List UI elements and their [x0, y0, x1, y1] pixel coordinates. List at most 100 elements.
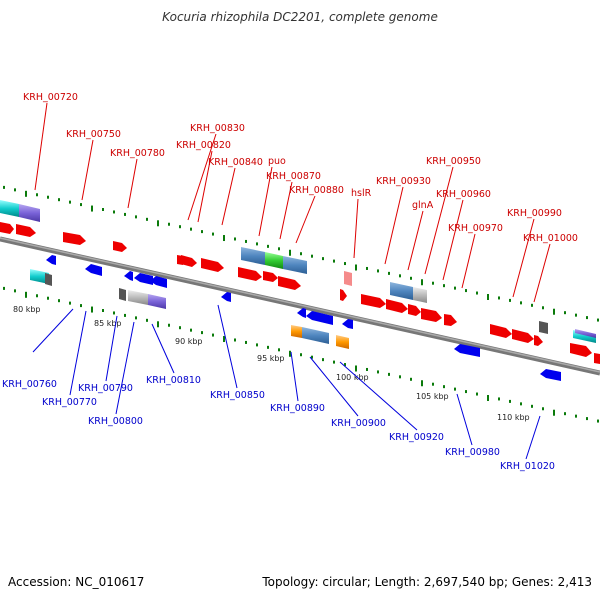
gene-arrow[interactable] — [85, 264, 102, 276]
label-leader-line — [32, 308, 74, 353]
gene-arrow[interactable] — [454, 344, 480, 357]
label-leader-line — [456, 393, 473, 446]
gene-arrow[interactable] — [306, 311, 333, 325]
map-title: Kocuria rhizophila DC2201, complete geno… — [162, 10, 438, 24]
gene-arrow[interactable] — [238, 267, 262, 281]
label-leader-line — [290, 351, 299, 402]
label-leader-line — [34, 102, 48, 191]
gene-label[interactable]: KRH_00840 — [208, 157, 263, 168]
kbp-label: 105 kbp — [416, 392, 449, 401]
gene-label[interactable]: KRH_00970 — [448, 223, 503, 234]
kbp-label: 100 kbp — [336, 373, 369, 382]
gene-label[interactable]: KRH_00920 — [389, 432, 444, 443]
gene-arrow[interactable] — [540, 369, 561, 381]
gene-arrow[interactable] — [594, 353, 600, 364]
label-leader-line — [309, 356, 359, 417]
feature-dark — [119, 288, 126, 301]
gene-arrow[interactable] — [297, 308, 306, 318]
gene-arrow[interactable] — [421, 308, 442, 322]
gene-arrow[interactable] — [134, 273, 153, 285]
gene-arrow[interactable] — [534, 335, 543, 346]
feature-green — [265, 252, 283, 269]
kbp-label: 110 kbp — [497, 413, 530, 422]
accession-text: Accession: NC_010617 — [8, 575, 145, 589]
gene-label[interactable]: KRH_00750 — [66, 129, 121, 140]
gene-label[interactable]: KRH_00930 — [376, 176, 431, 187]
gene-label[interactable]: KRH_00960 — [436, 189, 491, 200]
feature-dark — [45, 273, 52, 286]
gene-label[interactable]: KRH_00760 — [2, 379, 57, 390]
reverse-features — [30, 269, 548, 349]
gene-label[interactable]: hslR — [351, 188, 372, 199]
gene-label[interactable]: KRH_00790 — [78, 383, 133, 394]
label-leader-line — [384, 186, 404, 265]
gene-label[interactable]: KRH_00890 — [270, 403, 325, 414]
gene-arrow[interactable] — [124, 271, 133, 281]
reverse-gene-labels: KRH_00760 KRH_00770 KRH_00790 KRH_00800 KRH_… — [2, 304, 555, 472]
label-leader-line — [81, 139, 94, 201]
gene-label[interactable]: KRH_00870 — [266, 171, 321, 182]
gene-arrow[interactable] — [342, 319, 353, 329]
gene-arrow[interactable] — [16, 224, 36, 237]
gene-arrow[interactable] — [386, 299, 408, 313]
gene-label[interactable]: KRH_00720 — [23, 92, 78, 103]
feature-dark — [539, 321, 548, 334]
label-leader-line — [461, 233, 476, 289]
gene-label[interactable]: KRH_00950 — [426, 156, 481, 167]
ticks-bottom — [3, 286, 599, 423]
gene-arrow[interactable] — [181, 255, 197, 267]
label-leader-line — [512, 218, 535, 298]
kbp-label: 80 kbp — [13, 305, 41, 314]
feature-orange — [336, 335, 349, 349]
gene-label[interactable]: glnA — [412, 200, 434, 211]
gene-arrow[interactable] — [0, 222, 14, 234]
gene-arrow[interactable] — [408, 304, 421, 316]
feature-grey — [413, 287, 427, 303]
gene-arrow[interactable] — [512, 329, 534, 343]
label-leader-line — [115, 321, 135, 415]
kbp-label: 85 kbp — [94, 319, 122, 328]
gene-arrow[interactable] — [46, 255, 56, 265]
gene-arrow[interactable] — [150, 276, 167, 288]
gene-arrow[interactable] — [278, 276, 301, 290]
feature-orange — [291, 325, 302, 338]
gene-label[interactable]: KRH_00980 — [445, 447, 500, 458]
ticks-top — [3, 185, 599, 322]
genome-backbone — [0, 236, 600, 376]
gene-label[interactable]: KRH_00850 — [210, 390, 265, 401]
feature-purple — [19, 204, 40, 222]
gene-arrow[interactable] — [113, 241, 127, 252]
label-leader-line — [353, 198, 359, 259]
reverse-genes — [46, 255, 561, 381]
gene-label[interactable]: KRH_00810 — [146, 375, 201, 386]
gene-arrow[interactable] — [63, 232, 86, 245]
gene-label[interactable]: KRH_00780 — [110, 148, 165, 159]
gene-label[interactable]: KRH_00990 — [507, 208, 562, 219]
forward-features — [0, 200, 596, 343]
gene-label[interactable]: KRH_01020 — [500, 461, 555, 472]
gene-arrow[interactable] — [444, 314, 457, 326]
label-leader-line — [221, 167, 236, 226]
gene-label[interactable]: KRH_00770 — [42, 397, 97, 408]
label-leader-line — [217, 304, 238, 389]
gene-arrow[interactable] — [361, 294, 386, 308]
label-leader-line — [525, 415, 541, 460]
gene-label[interactable]: KRH_00900 — [331, 418, 386, 429]
gene-label[interactable]: KRH_00820 — [176, 140, 231, 151]
gene-label[interactable]: puo — [268, 156, 286, 167]
gene-arrow[interactable] — [221, 292, 231, 302]
gene-arrow[interactable] — [340, 289, 347, 301]
gene-label[interactable]: KRH_00800 — [88, 416, 143, 427]
gene-label[interactable]: KRH_00880 — [289, 185, 344, 196]
feature-grey — [128, 290, 148, 305]
label-leader-line — [127, 158, 138, 209]
gene-arrow[interactable] — [570, 343, 592, 357]
gene-label[interactable]: KRH_00830 — [190, 123, 245, 134]
feature-purple — [575, 329, 596, 338]
genome-backbone-highlight — [0, 237, 600, 373]
gene-label[interactable]: KRH_01000 — [523, 233, 578, 244]
label-leader-line — [339, 361, 418, 431]
gene-arrow[interactable] — [263, 271, 278, 282]
gene-arrow[interactable] — [490, 324, 512, 338]
gene-arrow[interactable] — [201, 258, 224, 272]
